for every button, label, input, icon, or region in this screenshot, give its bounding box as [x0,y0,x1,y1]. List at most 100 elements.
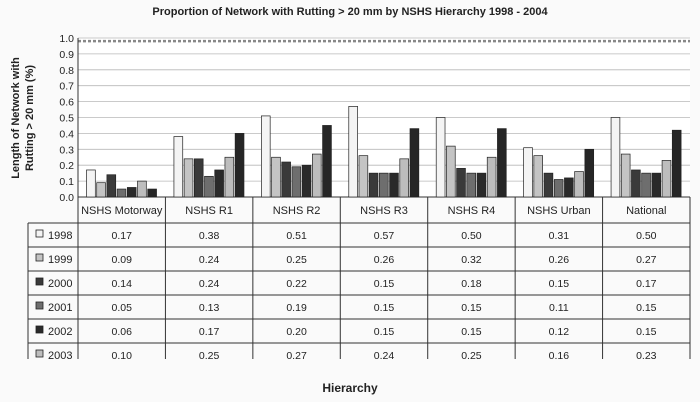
data-label: 0.27 [636,254,657,266]
data-label: 0.15 [636,326,657,338]
bar [348,106,358,198]
data-label: 0.15 [461,326,482,338]
data-label: 0.26 [374,254,395,266]
legend-label: 2003 [48,350,72,362]
legend-label: 2000 [48,278,72,290]
bar [553,179,564,198]
data-label: 0.25 [461,350,482,362]
legend-swatch [35,301,44,310]
x-axis-title: Hierarchy [322,381,378,395]
category-label: NSHS R3 [360,205,408,217]
data-label: 0.38 [199,230,220,242]
y-tick-label: 0.8 [59,65,74,77]
bar [261,115,271,198]
category-label: National [626,205,666,217]
bar [671,129,682,198]
bar [322,125,332,198]
data-label: 0.20 [286,326,307,338]
data-label: 0.57 [374,230,395,242]
bar [301,164,312,198]
legend-swatch [35,253,44,262]
category-label: NSHS R4 [448,205,496,217]
data-label: 0.17 [111,230,132,242]
bar [456,168,466,198]
y-tick-label: 0.3 [59,144,74,156]
bar [86,169,96,198]
data-label: 0.11 [549,302,569,314]
data-label: 0.22 [286,278,307,290]
bar [126,187,137,198]
bar [543,172,554,198]
bar [486,156,497,198]
bar [399,158,409,198]
bar [641,172,651,198]
chart-title: Proportion of Network with Rutting > 20 … [152,6,548,18]
bar [631,169,641,198]
data-label: 0.50 [461,230,482,242]
y-tick-label: 0.7 [59,81,74,93]
bar [389,172,399,198]
y-tick-label: 0.5 [59,113,74,125]
y-tick-label: 0.0 [59,192,74,204]
data-label: 0.15 [374,302,395,314]
legend-label: 2001 [48,302,72,314]
legend-label: 1998 [48,230,72,242]
data-label: 0.18 [461,278,482,290]
bar [137,180,147,198]
bar [271,156,281,198]
data-label: 0.25 [286,254,307,266]
data-label: 0.09 [111,254,132,266]
data-label: 0.24 [374,350,395,362]
bar [358,155,369,198]
legend-swatch [35,325,44,334]
data-label: 0.06 [111,326,132,338]
category-label: NSHS Motorway [81,205,163,217]
bar [584,148,595,198]
data-label: 0.15 [374,326,395,338]
data-label: 0.15 [374,278,395,290]
y-tick-label: 0.4 [59,128,74,140]
bar [147,188,157,198]
y-axis-title-line2: Rutting > 20 mm (%) [24,65,36,171]
bar [234,133,245,198]
data-label: 0.50 [636,230,657,242]
category-label: NSHS Urban [527,205,591,217]
y-tick-label: 1.0 [59,33,74,45]
data-label: 0.12 [549,326,570,338]
y-axis-title-svg: Length of Network with Rutting > 20 mm (… [10,57,36,179]
y-axis-title-line1: Length of Network with [10,57,22,179]
data-label: 0.24 [199,278,220,290]
category-label: NSHS R2 [273,205,321,217]
bar [291,166,302,198]
data-label: 0.31 [549,230,570,242]
legend-swatch [35,229,44,238]
bar [224,156,235,198]
data-label: 0.32 [461,254,482,266]
bar [193,158,204,198]
legend-swatch [35,349,44,358]
data-label: 0.26 [549,254,570,266]
bar [651,172,662,198]
data-label: 0.16 [549,350,570,362]
bar [610,117,621,198]
bar [379,172,389,198]
data-label: 0.15 [461,302,482,314]
bar [173,136,184,198]
bar [435,117,446,198]
bar [476,172,487,198]
bar [409,128,420,198]
legend-label: 2002 [48,326,72,338]
data-label: 0.17 [199,326,220,338]
category-label: NSHS R1 [185,205,233,217]
bar [497,128,507,198]
bar [533,155,544,198]
bar [574,171,584,198]
bar [204,175,214,198]
data-label: 0.27 [286,350,307,362]
data-label: 0.17 [636,278,657,290]
bar [183,158,194,198]
bar [116,188,127,198]
data-label: 0.24 [199,254,220,266]
